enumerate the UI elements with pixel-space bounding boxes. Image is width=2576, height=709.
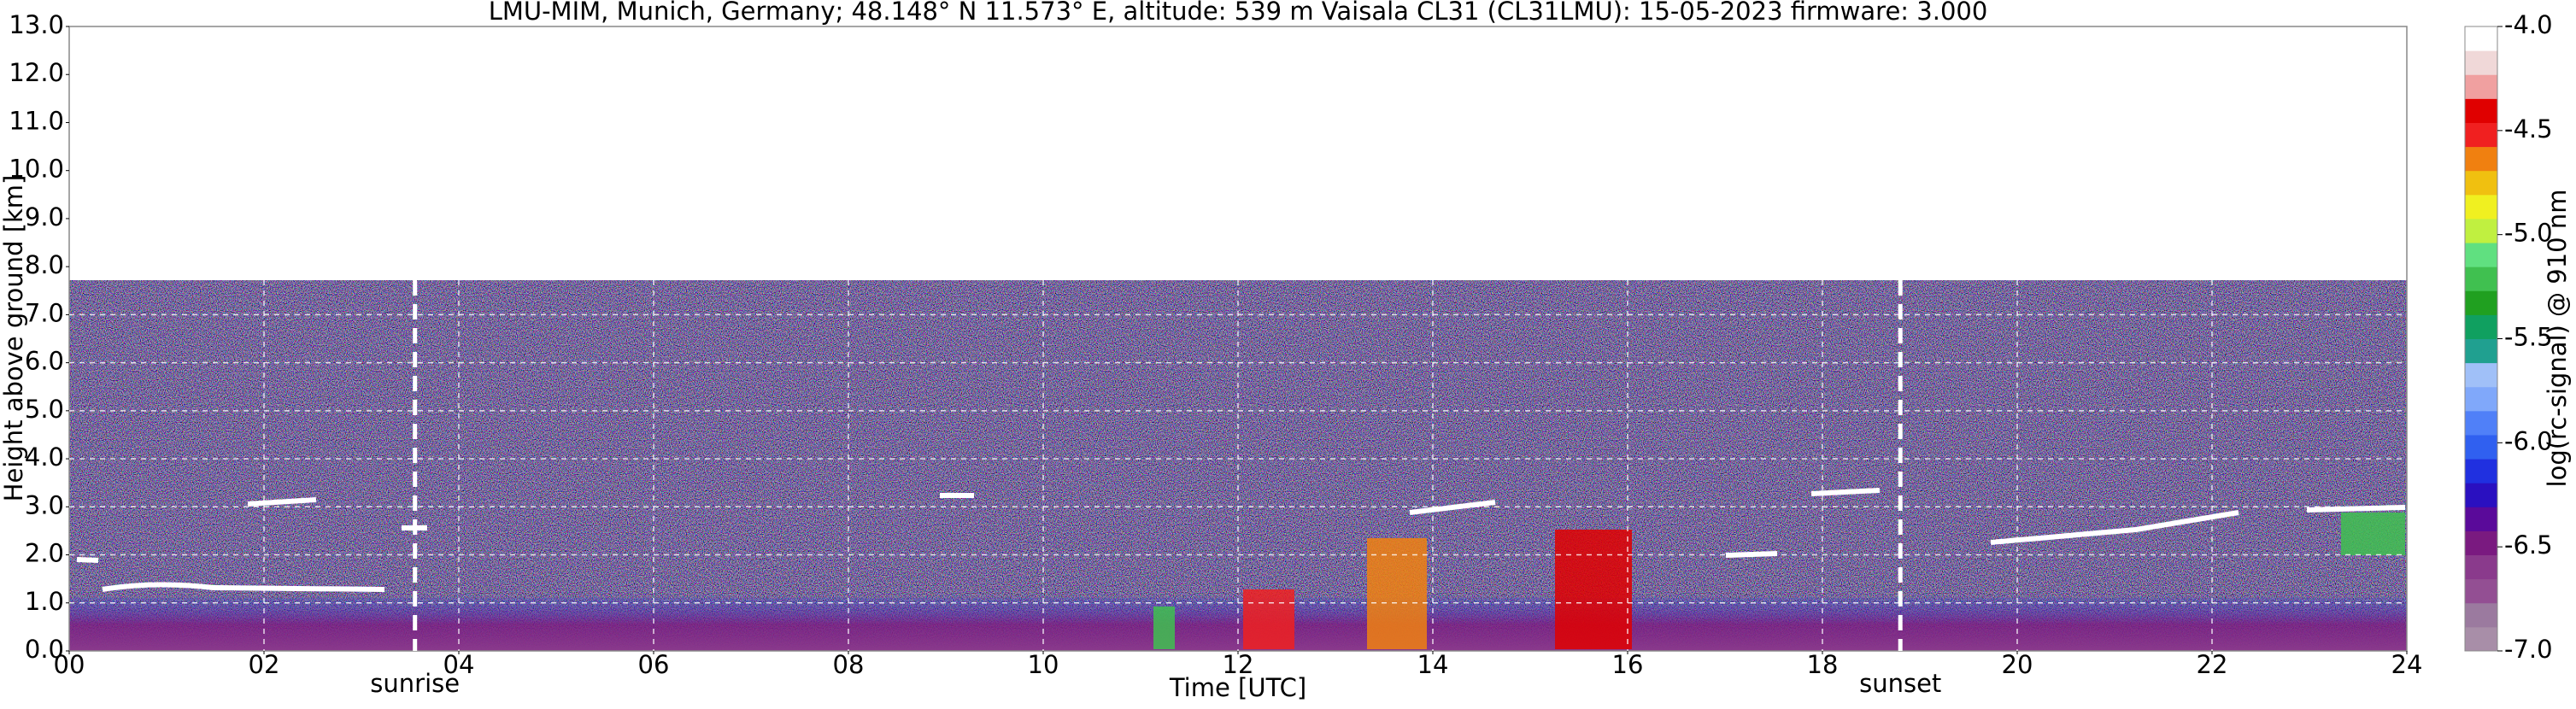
- colorbar-swatch: [2465, 170, 2497, 196]
- y-tick-label: 3.0: [25, 490, 64, 519]
- x-tick-label: 08: [833, 650, 865, 679]
- x-tick-label: 16: [1612, 650, 1644, 679]
- colorbar-swatch: [2465, 386, 2497, 412]
- convective-plumes: [1153, 513, 2405, 649]
- y-tick-label: 2.0: [25, 539, 64, 568]
- x-tick-label: 02: [249, 650, 280, 679]
- colorbar-swatch: [2465, 507, 2497, 531]
- colorbar-tick-label: -5.0: [2504, 219, 2553, 248]
- colorbar-swatch: [2465, 578, 2497, 604]
- y-tick-label: 9.0: [25, 202, 64, 231]
- colorbar-swatch: [2465, 434, 2497, 460]
- cloud: [247, 497, 317, 507]
- colorbar-swatch: [2465, 50, 2497, 75]
- cloud: [1409, 500, 1496, 515]
- y-tick-label: 0.0: [25, 635, 64, 664]
- cloud: [1810, 488, 1881, 496]
- y-tick-label: 8.0: [25, 250, 64, 279]
- colorbar-swatch: [2465, 554, 2497, 580]
- colorbar-swatch: [2465, 267, 2497, 291]
- colorbar-swatch: [2465, 98, 2497, 123]
- y-tick-label: 7.0: [25, 298, 64, 327]
- y-tick-label: 1.0: [25, 587, 64, 616]
- colorbar-swatch: [2465, 243, 2497, 267]
- colorbar-swatch: [2465, 218, 2497, 243]
- y-tick-label: 5.0: [25, 395, 64, 424]
- colorbar-swatch: [2465, 410, 2497, 436]
- y-tick-label: 11.0: [9, 106, 64, 135]
- colorbar-swatch: [2465, 530, 2497, 556]
- colorbar-tick-label: -6.0: [2504, 426, 2553, 455]
- plume: [1555, 530, 1632, 649]
- x-axis-label: Time [UTC]: [1169, 673, 1306, 702]
- colorbar-swatch: [2465, 194, 2497, 220]
- y-tick-label: 12.0: [9, 58, 64, 87]
- colorbar-swatch: [2465, 483, 2497, 507]
- plume: [2341, 513, 2405, 555]
- y-tick-label: 10.0: [9, 155, 64, 184]
- plume: [1243, 589, 1294, 649]
- colorbar-swatch: [2465, 122, 2497, 148]
- colorbar-tick-label: -5.5: [2504, 323, 2553, 352]
- event-label: sunrise: [370, 669, 460, 698]
- colorbar-tick-label: -6.5: [2504, 530, 2553, 560]
- x-tick-label: 12: [1223, 650, 1254, 679]
- colorbar-swatch: [2465, 314, 2497, 339]
- colorbar-swatch: [2465, 362, 2497, 388]
- colorbar-label: log(rc-signal) @ 910 nm: [2543, 190, 2572, 488]
- x-tick-label: 22: [2197, 650, 2228, 679]
- colorbar-swatch: [2465, 602, 2497, 628]
- cloud: [1990, 510, 2239, 545]
- colorbar-swatch: [2465, 146, 2497, 172]
- x-tick-label: 20: [2002, 650, 2033, 679]
- colorbar-swatch: [2465, 626, 2497, 652]
- colorbar-swatch: [2465, 459, 2497, 483]
- event-label: sunset: [1859, 669, 1941, 698]
- cloud: [102, 582, 385, 592]
- colorbar-tick-label: -4.5: [2504, 114, 2553, 144]
- x-tick-label: 24: [2391, 650, 2423, 679]
- x-tick-label: 18: [1807, 650, 1839, 679]
- colorbar-tick-label: -7.0: [2504, 635, 2553, 664]
- x-tick-label: 06: [638, 650, 670, 679]
- x-tick-label: 04: [443, 650, 475, 679]
- plume: [1153, 606, 1175, 649]
- plume: [1367, 538, 1427, 649]
- colorbar-swatch: [2465, 338, 2497, 364]
- colorbar-tick-label: -4.0: [2504, 10, 2553, 39]
- colorbar-swatch: [2465, 26, 2497, 51]
- cloud: [2306, 505, 2406, 513]
- y-tick-label: 13.0: [9, 10, 64, 39]
- x-tick-label: 14: [1417, 650, 1449, 679]
- y-axis-label: Height above ground [km]: [0, 175, 28, 502]
- y-tick-label: 6.0: [25, 347, 64, 376]
- colorbar-swatch: [2465, 74, 2497, 99]
- colorbar-swatch: [2465, 290, 2497, 315]
- x-tick-label: 00: [54, 650, 85, 679]
- chart-title: LMU-MIM, Munich, Germany; 48.148° N 11.5…: [489, 0, 1988, 26]
- y-tick-label: 4.0: [25, 442, 64, 472]
- x-tick-label: 10: [1028, 650, 1059, 679]
